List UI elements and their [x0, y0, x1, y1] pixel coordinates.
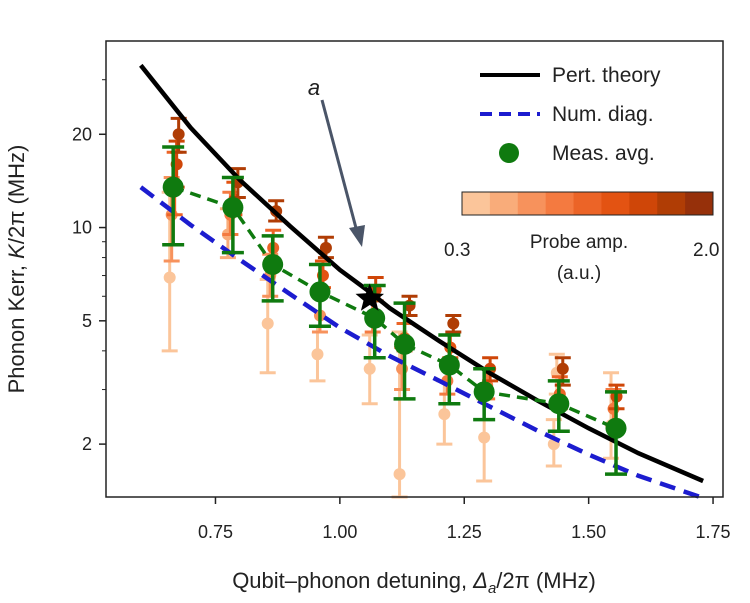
colorbar-swatch	[573, 192, 602, 215]
meas-avg-marker	[222, 197, 244, 219]
y-tick-label: 2	[82, 434, 92, 454]
probe-marker	[363, 362, 376, 375]
colorbar-swatch	[462, 192, 491, 215]
colorbar-swatch	[629, 192, 658, 215]
y-axis-label: Phonon Kerr, K/2π (MHz)	[4, 145, 29, 394]
colorbar-label-line2: (a.u.)	[557, 263, 601, 284]
y-tick-label: 20	[72, 124, 92, 144]
meas-avg-marker	[364, 307, 386, 329]
meas-avg-point	[308, 262, 331, 329]
meas-avg-marker	[262, 253, 284, 275]
annotation-star-marker	[355, 283, 384, 311]
y-tick-label: 10	[72, 218, 92, 238]
annotation: a	[308, 75, 384, 311]
probe-marker	[393, 468, 406, 481]
meas-avg-point	[438, 333, 461, 406]
probe-marker	[438, 408, 451, 421]
probe-point	[445, 314, 462, 334]
annotation-arrow-line	[320, 99, 358, 229]
annotation-arrow-head	[349, 225, 365, 247]
meas-avg-point	[221, 175, 244, 255]
y-tick-label: 5	[82, 311, 92, 331]
legend-num-diag-label: Num. diag.	[552, 103, 654, 126]
colorbar: 0.3 2.0 Probe amp. (a.u.)	[444, 191, 719, 284]
pert-theory-curve	[139, 63, 704, 484]
probe-point	[317, 235, 334, 260]
probe-marker	[172, 128, 185, 141]
meas-avg-line	[172, 185, 617, 430]
meas-avg-marker	[309, 281, 331, 303]
x-tick-label: 0.75	[198, 522, 233, 542]
meas-avg-marker	[162, 176, 184, 198]
legend-meas-avg-marker	[499, 143, 519, 163]
meas-avg-marker	[548, 393, 570, 415]
meas-avg-point	[547, 379, 570, 434]
colorbar-swatch	[601, 192, 630, 215]
measured-averages	[162, 145, 628, 476]
legend-pert-theory-label: Pert. theory	[552, 64, 661, 87]
meas-avg-point	[393, 301, 416, 401]
plot-frame	[105, 40, 724, 498]
probe-marker	[311, 348, 324, 361]
probe-marker	[447, 317, 460, 330]
colorbar-swatch	[657, 192, 686, 215]
meas-avg-marker	[473, 381, 495, 403]
x-tick-label: 1.75	[696, 522, 731, 542]
meas-avg-point	[473, 367, 496, 422]
x-tick-label: 1.00	[322, 522, 357, 542]
probe-marker	[261, 317, 274, 330]
x-tick-label: 1.50	[571, 522, 606, 542]
probe-point	[309, 324, 326, 383]
y-axis: 2 5 10 20	[72, 79, 106, 454]
meas-avg-point	[605, 390, 628, 476]
probe-marker	[319, 241, 332, 254]
colorbar-min-label: 0.3	[444, 240, 470, 261]
legend-meas-avg-label: Meas. avg.	[552, 142, 655, 165]
probe-marker	[556, 362, 569, 375]
x-axis-label: Qubit–phonon detuning, Δa/2π (MHz)	[232, 568, 596, 597]
probe-marker	[163, 271, 176, 284]
colorbar-swatch	[545, 192, 575, 215]
legend: Pert. theory Num. diag. Meas. avg.	[480, 64, 661, 165]
colorbar-label-line1: Probe amp.	[530, 232, 628, 253]
colorbar-swatch	[685, 192, 714, 215]
meas-avg-marker	[438, 354, 460, 376]
x-tick-label: 1.25	[447, 522, 482, 542]
colorbar-frame	[461, 191, 714, 216]
colorbar-swatch	[489, 192, 519, 215]
meas-avg-marker	[394, 333, 416, 355]
x-axis: 0.75 1.00 1.25 1.50 1.75	[198, 497, 731, 542]
colorbar-max-label: 2.0	[693, 240, 719, 261]
meas-avg-point	[162, 145, 185, 247]
probe-marker	[478, 431, 491, 444]
colorbar-swatches	[462, 192, 714, 215]
colorbar-swatch	[517, 192, 547, 215]
meas-avg-marker	[605, 417, 627, 439]
annotation-label: a	[308, 75, 320, 100]
meas-avg-point	[261, 234, 284, 303]
